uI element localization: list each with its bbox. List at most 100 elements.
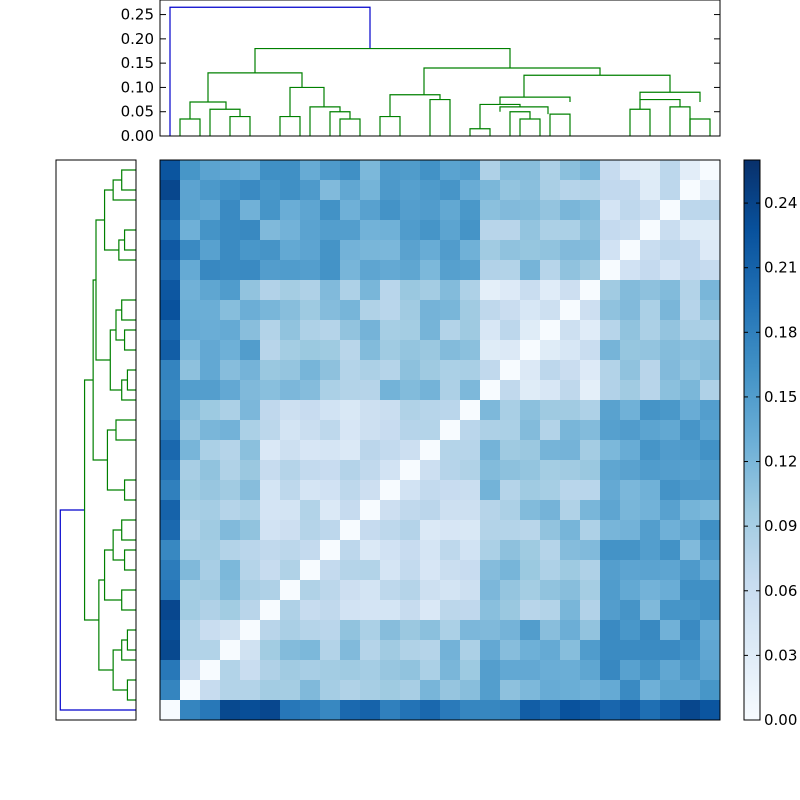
heatmap-cell — [420, 540, 441, 561]
heatmap-cell — [560, 400, 581, 421]
heatmap-cell — [420, 400, 441, 421]
left-dendrogram-link — [112, 649, 128, 691]
heatmap-cell — [220, 340, 241, 361]
heatmap-cell — [500, 240, 521, 261]
heatmap-cell — [160, 340, 181, 361]
heatmap-cell — [160, 400, 181, 421]
top-dendrogram-link — [169, 6, 371, 136]
heatmap-cell — [360, 640, 381, 661]
heatmap-cell — [500, 360, 521, 381]
heatmap-cell — [660, 540, 681, 561]
heatmap-cell — [660, 480, 681, 501]
heatmap-cell — [220, 500, 241, 521]
heatmap-cell — [300, 320, 321, 341]
heatmap-cell — [540, 200, 561, 221]
heatmap-cell — [280, 220, 301, 241]
heatmap-cell — [540, 440, 561, 461]
heatmap-cell — [200, 360, 221, 381]
heatmap-cell — [420, 620, 441, 641]
heatmap-cell — [560, 480, 581, 501]
heatmap-cell — [700, 480, 721, 501]
heatmap-cell — [700, 660, 721, 681]
left-dendrogram-link — [95, 219, 111, 361]
heatmap-cell — [160, 600, 181, 621]
top-dendrogram-link — [229, 115, 251, 136]
heatmap-cell — [360, 480, 381, 501]
heatmap-cell — [360, 220, 381, 241]
heatmap-cell — [380, 440, 401, 461]
heatmap-cell — [200, 160, 221, 181]
heatmap-cell — [660, 580, 681, 601]
heatmap-cell — [240, 540, 261, 561]
heatmap-cell — [300, 420, 321, 441]
heatmap-cell — [620, 180, 641, 201]
heatmap-cell — [440, 480, 461, 501]
heatmap-cell — [380, 260, 401, 281]
colorbar-bar — [743, 159, 761, 721]
heatmap-cell — [460, 520, 481, 541]
heatmap-cell — [380, 660, 401, 681]
heatmap-cell — [340, 180, 361, 201]
heatmap-cell — [200, 400, 221, 421]
heatmap-cell — [180, 680, 201, 701]
heatmap-cell — [580, 640, 601, 661]
heatmap-cell — [640, 280, 661, 301]
heatmap-cell — [540, 380, 561, 401]
heatmap-cell — [520, 360, 541, 381]
heatmap-cell — [340, 360, 361, 381]
heatmap-cell — [340, 540, 361, 561]
heatmap-cell — [560, 300, 581, 321]
heatmap-cell — [240, 640, 261, 661]
heatmap-cell — [580, 660, 601, 681]
heatmap-cell — [240, 580, 261, 601]
heatmap-cell — [260, 520, 281, 541]
heatmap-cell — [460, 540, 481, 561]
heatmap-cell — [420, 260, 441, 281]
heatmap-cell — [280, 540, 301, 561]
heatmap-cell — [400, 180, 421, 201]
heatmap-cell — [540, 400, 561, 421]
heatmap-cell — [300, 480, 321, 501]
heatmap-cell — [420, 680, 441, 701]
heatmap-cell — [560, 540, 581, 561]
heatmap-cell — [460, 500, 481, 521]
heatmap-cell — [180, 660, 201, 681]
heatmap-cell — [320, 160, 341, 181]
left-dendrogram-link — [121, 169, 136, 191]
heatmap-cell — [260, 280, 281, 301]
heatmap-cell — [700, 200, 721, 221]
heatmap-cell — [680, 240, 701, 261]
heatmap-cell — [540, 220, 561, 241]
heatmap-cell — [180, 460, 201, 481]
heatmap-cell — [480, 540, 501, 561]
heatmap-cell — [580, 620, 601, 641]
top-dendrogram-link — [254, 47, 511, 73]
heatmap-cell — [500, 480, 521, 501]
heatmap-cell — [340, 160, 361, 181]
heatmap-cell — [500, 320, 521, 341]
heatmap-cell — [640, 320, 661, 341]
heatmap-cell — [640, 240, 661, 261]
heatmap-cell — [260, 160, 281, 181]
heatmap-cell — [320, 620, 341, 641]
heatmap-cell — [400, 600, 421, 621]
heatmap-cell — [240, 240, 261, 261]
heatmap-cell — [540, 560, 561, 581]
heatmap-cell — [600, 600, 621, 621]
heatmap-cell — [420, 640, 441, 661]
heatmap-cell — [460, 160, 481, 181]
heatmap-cell — [580, 340, 601, 361]
left-dendrogram-link — [109, 329, 122, 391]
heatmap-cell — [600, 580, 621, 601]
heatmap-cell — [180, 160, 201, 181]
heatmap-cell — [500, 400, 521, 421]
heatmap-cell — [700, 280, 721, 301]
heatmap-cell — [360, 380, 381, 401]
heatmap-cell — [560, 580, 581, 601]
heatmap-cell — [620, 640, 641, 661]
heatmap-cell — [660, 440, 681, 461]
heatmap-cell — [580, 200, 601, 221]
heatmap-cell — [600, 560, 621, 581]
heatmap-cell — [460, 560, 481, 581]
heatmap-cell — [320, 220, 341, 241]
